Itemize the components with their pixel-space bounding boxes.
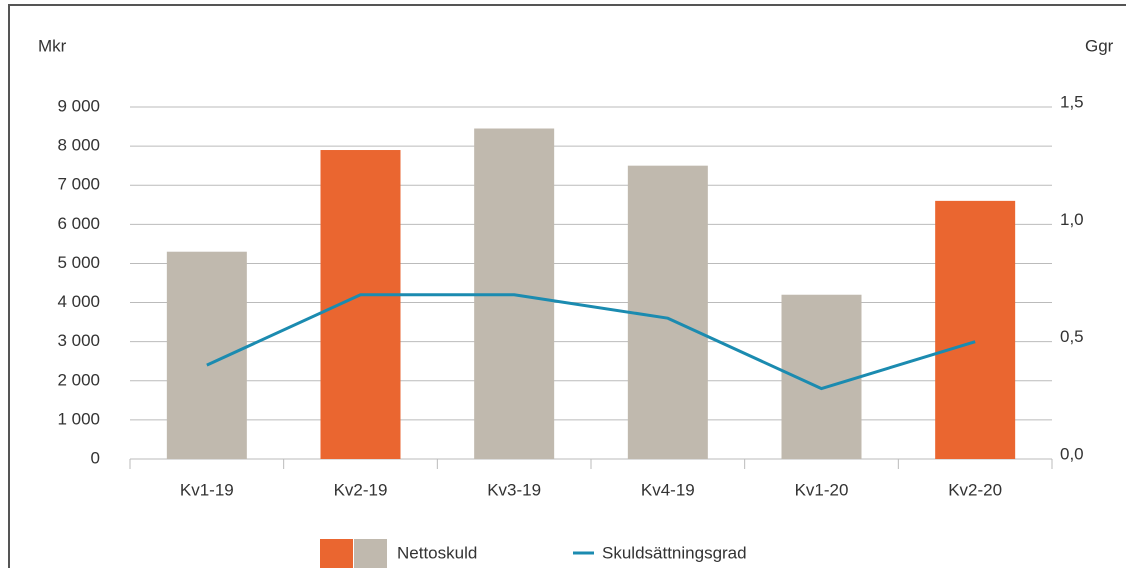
bar <box>935 200 1016 459</box>
legend-swatch <box>354 539 387 568</box>
y2-tick-label: 1,5 <box>1060 92 1084 111</box>
y2-axis-label: Ggr <box>1085 36 1114 55</box>
y-tick-label: 1 000 <box>57 409 100 428</box>
x-tick-label: Kv3-19 <box>487 480 541 499</box>
y2-tick-label: 1,0 <box>1060 210 1084 229</box>
y-tick-label: 2 000 <box>57 370 100 389</box>
x-tick-label: Kv2-19 <box>334 480 388 499</box>
y-tick-label: 6 000 <box>57 214 100 233</box>
x-tick-label: Kv2-20 <box>948 480 1002 499</box>
x-tick-label: Kv4-19 <box>641 480 695 499</box>
y2-tick-label: 0,5 <box>1060 327 1084 346</box>
y-tick-label: 9 000 <box>57 96 100 115</box>
bar <box>627 165 708 459</box>
legend-label: Skuldsättningsgrad <box>602 543 747 562</box>
y-tick-label: 5 000 <box>57 253 100 272</box>
x-tick-label: Kv1-19 <box>180 480 234 499</box>
y-tick-label: 7 000 <box>57 175 100 194</box>
y-axis-label: Mkr <box>38 36 67 55</box>
y2-tick-label: 0,0 <box>1060 444 1084 463</box>
legend-label: Nettoskuld <box>397 543 477 562</box>
bar <box>320 150 401 459</box>
y-tick-label: 3 000 <box>57 331 100 350</box>
y-tick-label: 4 000 <box>57 292 100 311</box>
x-tick-label: Kv1-20 <box>795 480 849 499</box>
y-tick-label: 0 <box>91 448 100 467</box>
line-series <box>206 293 976 391</box>
legend-swatch <box>320 539 353 568</box>
y-tick-label: 8 000 <box>57 136 100 155</box>
bar <box>166 251 247 459</box>
